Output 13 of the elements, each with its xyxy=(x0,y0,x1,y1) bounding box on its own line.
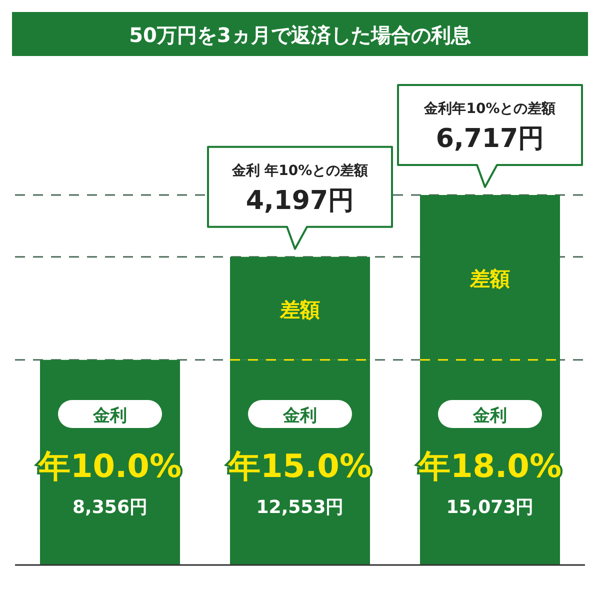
series-label: 差額 xyxy=(279,297,320,322)
annotation: 金利 xyxy=(282,406,317,426)
total-label: 15,073円 xyxy=(446,497,534,518)
text: 金利 年10%との差額 xyxy=(230,162,368,179)
chart-title: 50万円を3ヵ月で返済した場合の利息 xyxy=(129,23,471,47)
annotation: 金利 xyxy=(472,406,507,426)
data-label: 4,197円 xyxy=(246,186,354,216)
total-label: 12,553円 xyxy=(256,497,344,518)
text: 金利年10%との差額 xyxy=(423,100,556,117)
text: 差額 xyxy=(470,266,510,290)
annotation: 金利 xyxy=(92,406,127,426)
total-label: 8,356円 xyxy=(72,497,148,518)
data-label: 6,717円 xyxy=(436,124,544,154)
